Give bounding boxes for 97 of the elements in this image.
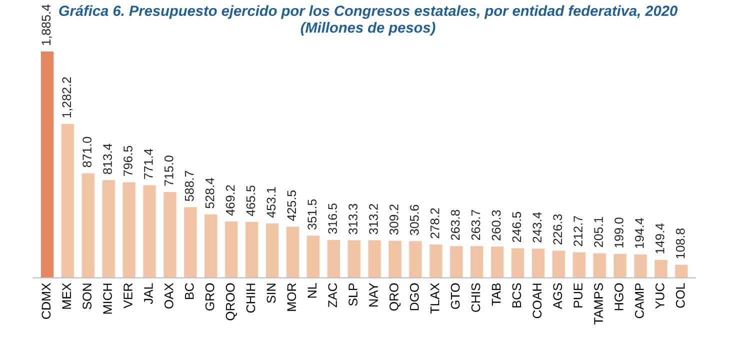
bar <box>286 226 300 278</box>
data-label: 796.5 <box>124 146 132 176</box>
x-tick-label: JAL <box>144 283 153 304</box>
x-tick-label: SIN <box>266 284 276 303</box>
data-label: 149.4 <box>655 223 664 254</box>
data-label: 260.3 <box>492 210 501 240</box>
bar <box>266 223 279 278</box>
x-tick-label: MOR <box>287 283 296 311</box>
x-tick-label: CAMP <box>635 283 644 318</box>
x-tick-label: QRO <box>390 283 401 311</box>
data-label: 715.0 <box>164 156 174 186</box>
x-tick-label: YUC <box>655 283 664 309</box>
bar <box>388 240 402 278</box>
data-label: 243.4 <box>532 212 542 242</box>
data-label: 212.7 <box>574 216 582 246</box>
data-label: 305.6 <box>410 204 419 236</box>
data-label: 309.2 <box>390 204 398 235</box>
data-label: 194.4 <box>635 218 644 248</box>
data-label: 313.3 <box>348 204 358 234</box>
x-tick-label: NL <box>308 283 316 298</box>
data-label: 246.5 <box>512 212 522 242</box>
x-tick-label: ZAC <box>328 283 337 308</box>
bar <box>225 221 238 278</box>
data-label: 1,282.2 <box>62 77 73 118</box>
bar <box>204 214 218 278</box>
bar <box>409 241 422 278</box>
data-label: 351.5 <box>308 199 317 230</box>
x-tick-label: DGO <box>410 283 419 310</box>
x-tick-label: MEX <box>62 282 71 309</box>
x-tick-label: GRO <box>205 283 214 311</box>
bar <box>306 236 320 278</box>
data-label: 588.7 <box>184 170 194 202</box>
data-label: 316.5 <box>328 204 337 234</box>
x-tick-label: QROO <box>226 283 237 320</box>
x-tick-label: PUE <box>574 283 582 308</box>
x-tick-label: AGS <box>553 283 562 310</box>
x-tick-label: TAMPS <box>594 283 603 325</box>
bar <box>490 246 504 278</box>
data-label: 771.4 <box>144 148 153 180</box>
x-tick-label: SON <box>82 284 92 310</box>
data-label: 205.1 <box>594 216 603 248</box>
x-tick-label: NAY <box>369 282 378 306</box>
bar <box>614 254 626 278</box>
bar <box>470 246 484 278</box>
data-label: 1,885.4 <box>42 4 52 45</box>
bar <box>572 252 586 278</box>
data-label: 465.5 <box>246 186 256 216</box>
bar <box>368 240 381 278</box>
bar <box>654 260 668 278</box>
data-label: 469.2 <box>226 185 235 216</box>
bar <box>82 173 94 278</box>
x-tick-label: COL <box>676 283 685 308</box>
chart-title: Gráfica 6. Presupuesto ejercido por los Congresos estatales, por entidad federativa, 2020 (Millones de pesos) <box>59 5 678 36</box>
x-tick-label: CHIS <box>471 283 480 312</box>
data-label: 528.4 <box>205 178 214 208</box>
bar <box>593 253 606 278</box>
x-tick-label: CDMX <box>42 282 51 319</box>
bar <box>40 51 54 278</box>
bar <box>675 264 688 278</box>
x-tick-label: BCS <box>512 283 522 308</box>
bar <box>450 246 463 278</box>
data-label: 263.7 <box>471 210 480 240</box>
data-label: 453.1 <box>266 187 276 218</box>
bar <box>348 240 360 278</box>
bar <box>164 192 176 278</box>
x-tick-label: VER <box>124 283 132 308</box>
data-label: 108.8 <box>676 228 685 258</box>
data-label: 278.2 <box>430 208 440 238</box>
bar <box>552 250 566 278</box>
x-tick-label: GTO <box>450 283 460 309</box>
x-tick-label: HGO <box>614 283 624 310</box>
data-label: 425.5 <box>287 190 296 221</box>
x-tick-label: TAB <box>492 283 501 306</box>
bar <box>143 185 156 278</box>
bar <box>430 244 442 278</box>
x-tick-label: TLAX <box>430 282 440 314</box>
data-label: 263.8 <box>450 210 460 240</box>
x-tick-label: OAX <box>164 282 174 308</box>
data-label: 313.2 <box>369 204 378 234</box>
bar <box>102 180 115 278</box>
bar <box>327 240 340 278</box>
x-tick-label: COAH <box>532 284 542 318</box>
data-label: 813.4 <box>103 144 112 174</box>
x-tick-label: BC <box>184 283 194 300</box>
data-label: 199.0 <box>614 218 624 248</box>
data-label: 871.0 <box>82 136 92 168</box>
x-tick-label: CHIH <box>246 284 256 313</box>
x-tick-label: SLP <box>348 283 358 306</box>
bar <box>61 124 74 278</box>
bar <box>184 207 197 278</box>
x-tick-label: MICH <box>103 284 112 314</box>
bar <box>634 254 647 278</box>
data-label: 226.3 <box>553 214 562 244</box>
bar <box>245 222 258 278</box>
bar <box>532 248 545 278</box>
bar <box>511 248 524 278</box>
bar <box>122 182 136 278</box>
